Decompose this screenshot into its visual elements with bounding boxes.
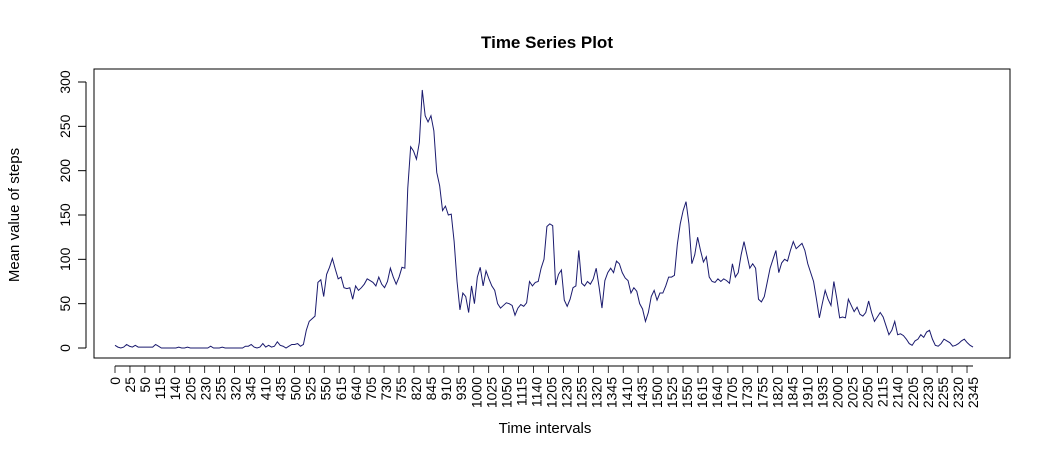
y-tick-label: 0 bbox=[57, 344, 73, 352]
x-tick-label: 205 bbox=[182, 377, 198, 401]
x-tick-label: 255 bbox=[212, 377, 228, 401]
x-tick-label: 1640 bbox=[709, 377, 725, 408]
x-tick-label: 2205 bbox=[905, 377, 921, 408]
x-tick-label: 935 bbox=[453, 377, 469, 401]
x-tick-label: 1410 bbox=[619, 377, 635, 408]
series-line-mean-steps bbox=[114, 89, 974, 349]
x-tick-label: 1140 bbox=[528, 377, 544, 407]
x-tick-label: 1345 bbox=[604, 377, 620, 408]
x-tick-label: 1730 bbox=[739, 377, 755, 408]
x-tick-label: 550 bbox=[318, 377, 334, 401]
x-tick-label: 320 bbox=[227, 377, 243, 401]
x-tick-label: 615 bbox=[333, 377, 349, 401]
x-tick-label: 2255 bbox=[935, 377, 951, 408]
x-tick-label: 1255 bbox=[574, 377, 590, 408]
x-tick-label: 25 bbox=[122, 377, 138, 393]
x-axis-label: Time intervals bbox=[499, 420, 592, 437]
x-tick-label: 140 bbox=[167, 377, 183, 401]
chart-title: Time Series Plot bbox=[481, 33, 613, 52]
x-tick-label: 1705 bbox=[724, 377, 740, 408]
y-axis-label: Mean value of steps bbox=[6, 148, 23, 282]
y-tick-label: 100 bbox=[57, 247, 73, 271]
x-tick-label: 1205 bbox=[544, 377, 560, 408]
x-tick-label: 2320 bbox=[950, 377, 966, 408]
x-tick-label: 1115 bbox=[513, 377, 529, 406]
x-tick-label: 1845 bbox=[784, 377, 800, 408]
y-tick-label: 150 bbox=[57, 203, 73, 227]
x-tick-label: 1935 bbox=[814, 377, 830, 408]
x-tick-label: 1435 bbox=[634, 377, 650, 408]
x-tick-label: 755 bbox=[393, 377, 409, 401]
x-tick-label: 50 bbox=[137, 377, 153, 393]
plot-frame bbox=[93, 68, 1011, 359]
x-tick-label: 2345 bbox=[965, 377, 981, 408]
x-tick-label: 1050 bbox=[498, 377, 514, 408]
x-tick-label: 1025 bbox=[483, 377, 499, 408]
x-tick-label: 2115 bbox=[875, 377, 891, 407]
x-tick-label: 115 bbox=[152, 377, 168, 400]
x-tick-label: 910 bbox=[438, 377, 454, 401]
y-tick-label: 300 bbox=[57, 70, 73, 94]
x-tick-label: 525 bbox=[303, 377, 319, 401]
y-tick-label: 200 bbox=[57, 159, 73, 183]
y-tick-label: 250 bbox=[57, 114, 73, 138]
x-tick-label: 410 bbox=[258, 377, 274, 401]
x-tick-label: 1230 bbox=[559, 377, 575, 408]
x-tick-label: 0 bbox=[107, 377, 123, 385]
x-axis: 0 25 50 115 140 205 230 255 320 345 410 435 500 525 55… bbox=[107, 365, 981, 408]
x-tick-label: 1550 bbox=[679, 377, 695, 408]
x-tick-label: 1000 bbox=[468, 377, 484, 408]
x-tick-label: 820 bbox=[408, 377, 424, 401]
x-tick-label: 1910 bbox=[799, 377, 815, 408]
x-tick-label: 500 bbox=[288, 377, 304, 401]
x-tick-label: 730 bbox=[378, 377, 394, 401]
x-tick-label: 705 bbox=[363, 377, 379, 401]
x-tick-label: 230 bbox=[197, 377, 213, 401]
x-tick-label: 2230 bbox=[920, 377, 936, 408]
x-tick-label: 1615 bbox=[694, 377, 710, 408]
x-tick-label: 345 bbox=[242, 377, 258, 401]
y-tick-label: 50 bbox=[57, 296, 73, 312]
x-tick-label: 1525 bbox=[664, 377, 680, 408]
x-tick-label: 2025 bbox=[845, 377, 861, 408]
x-tick-label: 435 bbox=[273, 377, 289, 401]
x-tick-label: 845 bbox=[423, 377, 439, 401]
x-tick-label: 1755 bbox=[754, 377, 770, 408]
x-tick-label: 1320 bbox=[589, 377, 605, 408]
x-tick-label: 2000 bbox=[830, 377, 846, 408]
x-tick-label: 1500 bbox=[649, 377, 665, 408]
x-tick-label: 2140 bbox=[890, 377, 906, 408]
x-tick-label: 1820 bbox=[769, 377, 785, 408]
x-tick-label: 2050 bbox=[860, 377, 876, 408]
y-axis: 0 50 100 150 200 250 300 bbox=[57, 70, 87, 352]
x-tick-label: 640 bbox=[348, 377, 364, 401]
